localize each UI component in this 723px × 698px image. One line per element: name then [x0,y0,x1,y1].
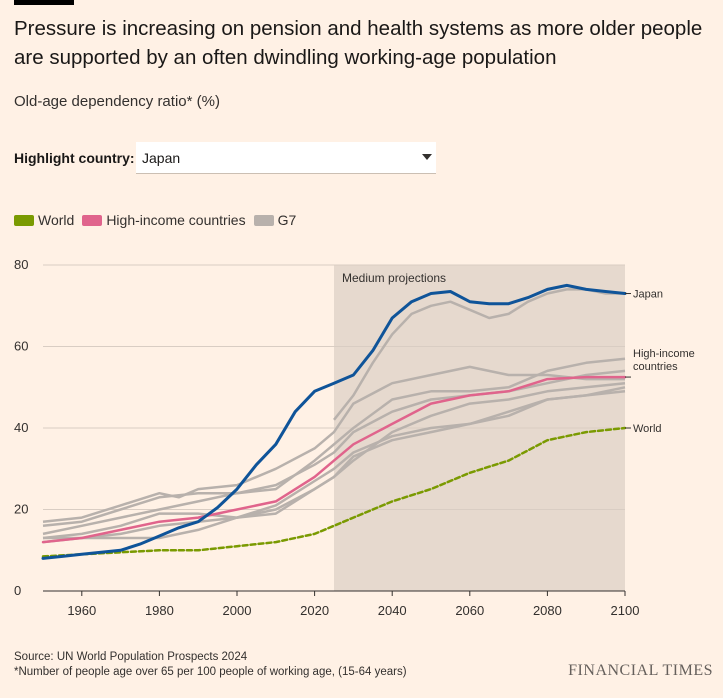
brand-bar [14,0,74,5]
series-line-high-income-countries [41,375,627,544]
highlight-country-select[interactable]: Japan [136,142,436,174]
series-line-g7-2 [42,357,626,528]
end-label-high-income-countries-line1: High-income [633,348,695,360]
legend-item-g7: G7 [253,212,297,228]
x-tick-label-2080: 2080 [533,603,562,618]
y-tick-label-80: 80 [14,257,28,272]
legend-label-high-income: High-income countries [106,212,246,228]
legend-swatch-g7 [253,214,274,226]
series-line-world [41,426,627,558]
legend-label-g7: G7 [277,212,297,228]
ft-logo: FINANCIAL TIMES [568,662,713,679]
series-line-g7-5 [43,390,626,540]
end-label-high-income-countries-line2: countries [633,361,678,373]
legend-swatch-high-income [82,214,103,226]
series-line-g7-6 [42,386,626,544]
legend-item-high-income: High-income countries [82,212,246,228]
chevron-down-icon [422,154,432,160]
x-tick-label-1980: 1980 [145,603,174,618]
y-tick-label-0: 0 [14,583,21,598]
x-tick-label-2060: 2060 [455,603,484,618]
highlight-country-label: Highlight country: [14,150,135,166]
chart-title: Pressure is increasing on pension and he… [14,17,703,69]
x-tick-label-2000: 2000 [223,603,252,618]
source-note: Source: UN World Population Prospects 20… [14,650,407,680]
source-text: Source: UN World Population Prospects 20… [14,651,248,663]
x-tick-label-2100: 2100 [611,603,640,618]
footnote-text: *Number of people age over 65 per 100 pe… [14,666,407,678]
series-line-g7-1 [42,365,625,523]
series-line-japan [41,283,627,560]
y-tick-label-40: 40 [14,420,28,435]
selected-country: Japan [142,150,181,166]
legend-swatch-world [14,214,34,226]
end-label-world: World [633,423,662,435]
legend-label-world: World [38,212,75,228]
legend: World High-income countries G7 [14,211,304,229]
projection-label: Medium projections [342,271,446,285]
legend-item-world: World [14,212,74,228]
series-line-g7-7 [333,288,625,421]
y-tick-label-60: 60 [14,339,28,354]
series-line-g7-3 [42,369,626,536]
end-label-japan: Japan [633,289,663,301]
chart-subtitle: Old-age dependency ratio* (%) [14,93,220,110]
x-tick-label-2040: 2040 [378,603,407,618]
y-tick-label-20: 20 [14,502,28,517]
x-tick-label-2020: 2020 [300,603,329,618]
x-tick-label-1960: 1960 [67,603,96,618]
